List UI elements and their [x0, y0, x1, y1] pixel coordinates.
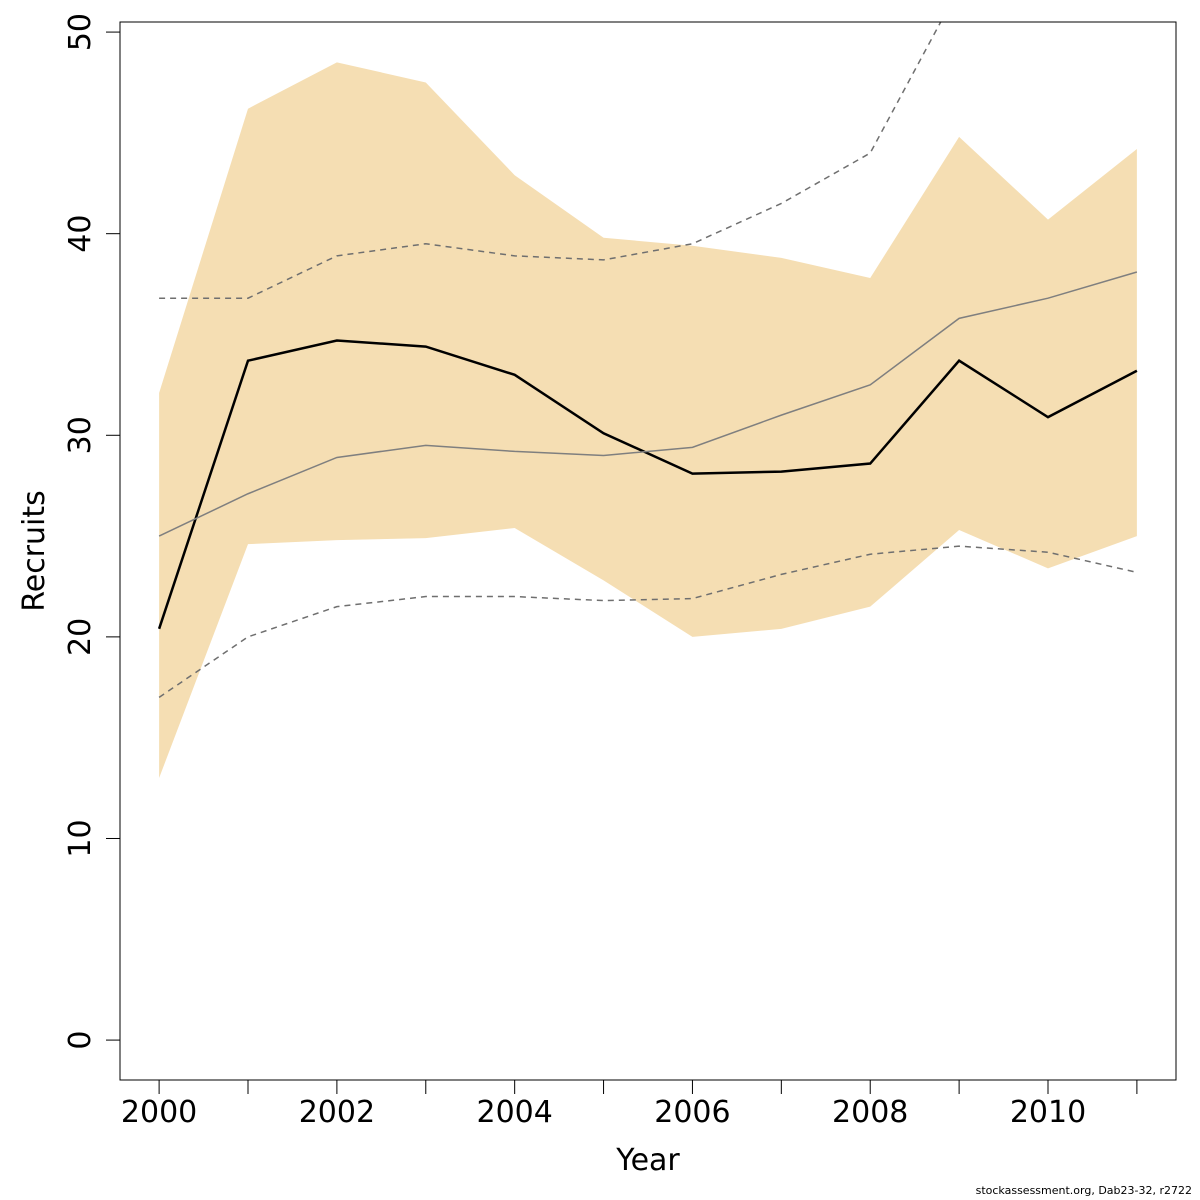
y-tick-label: 30: [63, 416, 98, 454]
y-tick-label: 40: [63, 215, 98, 253]
x-axis-label: Year: [615, 1143, 680, 1178]
confidence-band: [159, 62, 1137, 779]
x-tick-label: 2004: [476, 1095, 552, 1130]
series-line: [157, 339, 1138, 630]
footnote: stockassessment.org, Dab23-32, r2722: [976, 1184, 1192, 1197]
y-tick-label: 0: [63, 1031, 98, 1050]
y-axis-label: Recruits: [17, 490, 52, 612]
y-tick-label: 10: [63, 819, 98, 857]
y-tick-label: 50: [63, 13, 98, 51]
y-tick-label: 20: [63, 618, 98, 656]
x-tick-label: 2002: [299, 1095, 375, 1130]
plot-area: [157, 22, 1138, 779]
x-tick-label: 2010: [1010, 1095, 1086, 1130]
x-tick-label: 2006: [654, 1095, 730, 1130]
series-line: [158, 271, 1138, 537]
series-line: [159, 22, 942, 299]
x-tick-label: 2008: [832, 1095, 908, 1130]
x-tick-label: 2000: [121, 1095, 197, 1130]
